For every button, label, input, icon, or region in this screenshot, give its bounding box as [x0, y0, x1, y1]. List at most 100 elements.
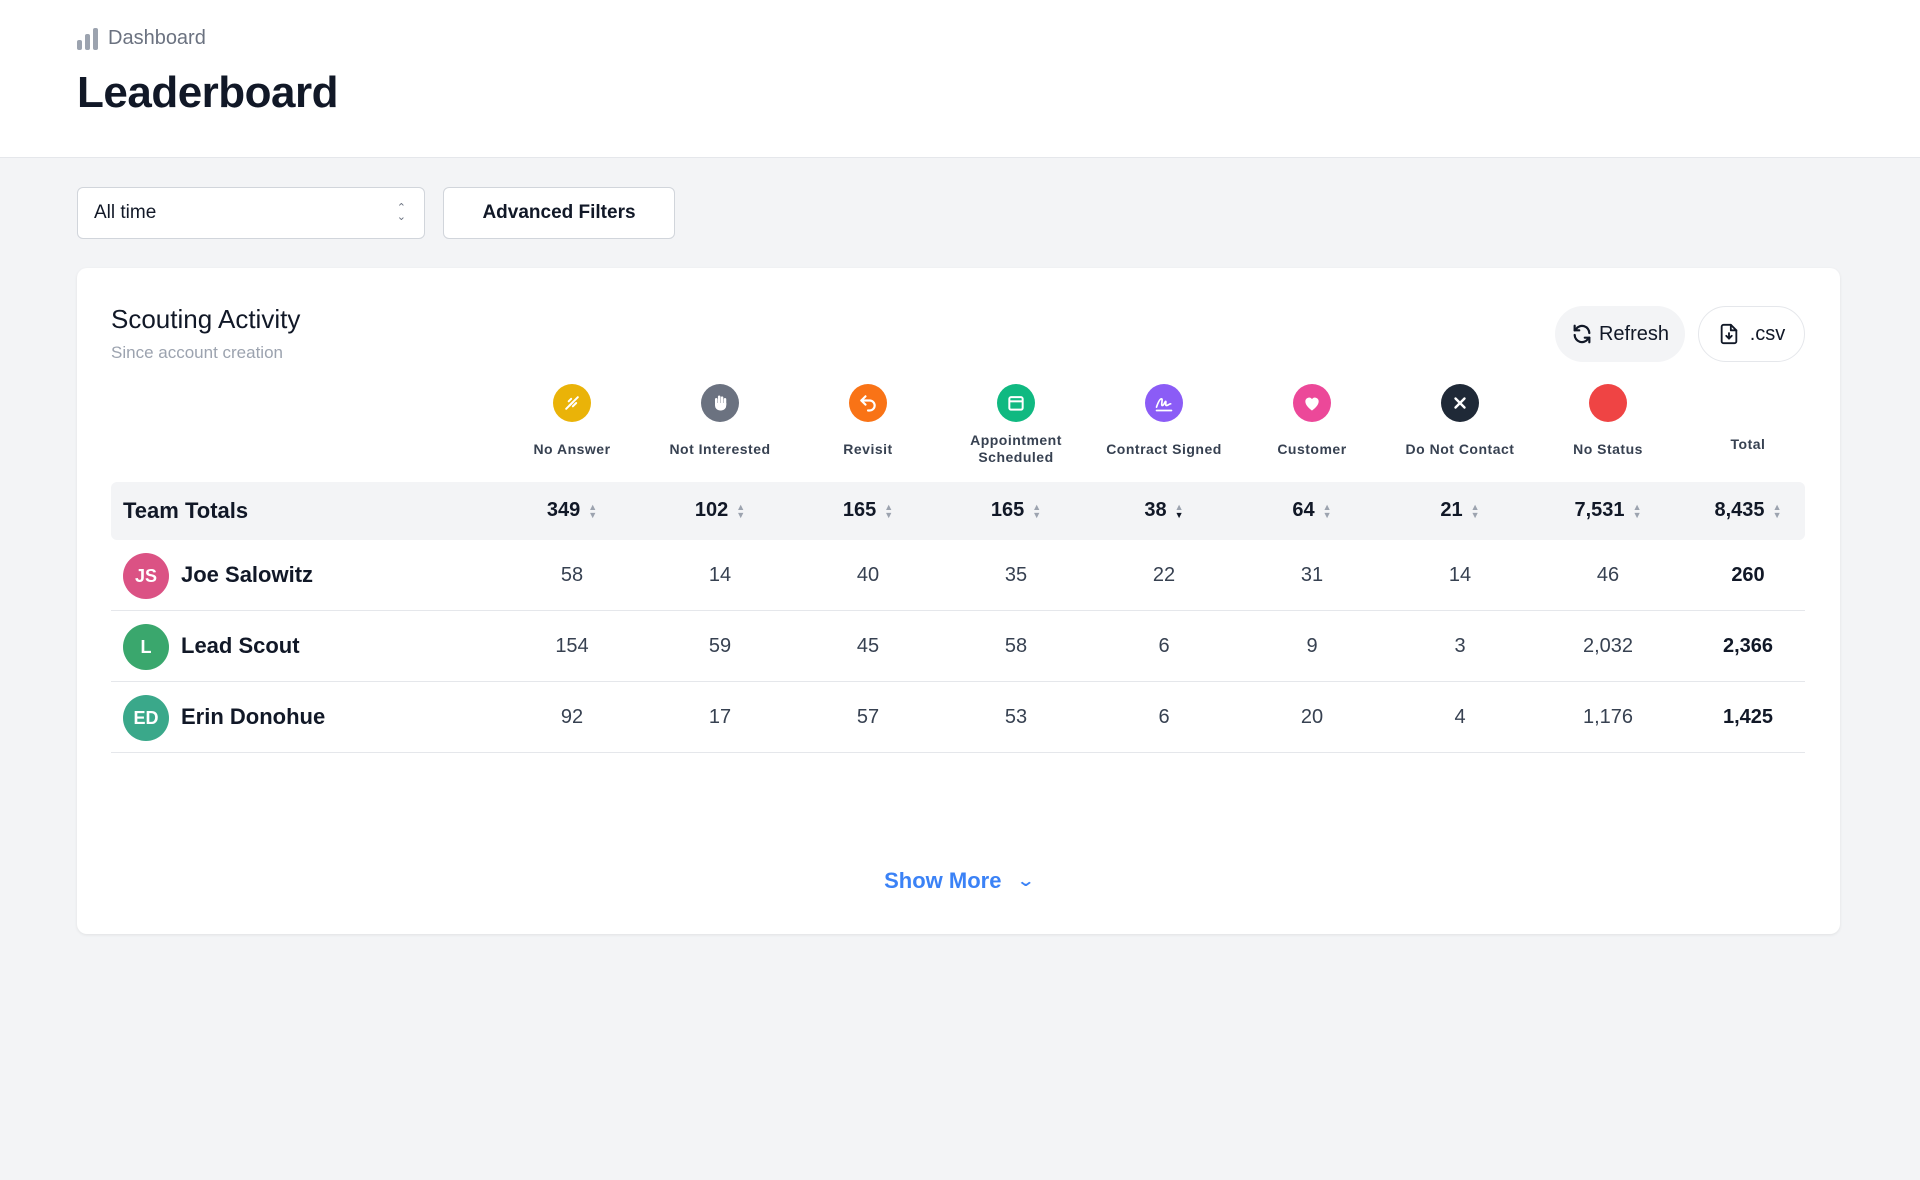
table-row[interactable]: JS Joe Salowitz 58 14 40 35 22 31 14 46 …	[111, 540, 1805, 611]
circle-icon	[1589, 384, 1627, 422]
table-cell: 58	[1004, 635, 1028, 657]
total-cell[interactable]: 165 ▲ ▼	[990, 499, 1042, 521]
table-row[interactable]: ED Erin Donohue 92 17 57 53 6 20 4 1,176…	[111, 682, 1805, 753]
column-label: Do Not Contact	[1405, 440, 1515, 457]
chevron-up-down-icon: ⌃ ⌄	[396, 202, 406, 223]
table-cell: 3	[1454, 635, 1466, 657]
column-label: No Answer	[533, 440, 611, 457]
table-cell: 31	[1300, 564, 1324, 586]
csv-label: .csv	[1749, 322, 1786, 345]
total-cell[interactable]: 21 ▲ ▼	[1440, 499, 1480, 521]
chevron-down-icon: ⌄	[1016, 873, 1036, 890]
column-label: Customer	[1277, 440, 1347, 457]
undo-arrow-icon	[849, 384, 887, 422]
table-cell: 58	[560, 564, 584, 586]
show-more-label: Show More	[884, 868, 1002, 893]
sort-icon: ▲ ▼	[1322, 501, 1332, 520]
row-name[interactable]: Joe Salowitz	[181, 562, 314, 587]
time-range-value: All time	[94, 202, 157, 223]
sort-icon: ▲ ▼	[736, 501, 746, 520]
column-contract-signed: Contract Signed	[1090, 384, 1238, 466]
table-row[interactable]: L Lead Scout 154 59 45 58 6 9 3 2,032 2,…	[111, 611, 1805, 682]
column-not-interested: Not Interested	[646, 384, 794, 466]
sort-icon: ▲ ▼	[884, 501, 894, 520]
advanced-filters-button[interactable]: Advanced Filters	[443, 187, 675, 239]
avatar: JS	[123, 553, 169, 599]
row-name[interactable]: Lead Scout	[181, 633, 300, 658]
refresh-button[interactable]: Refresh	[1555, 306, 1685, 362]
total-cell[interactable]: 349 ▲ ▼	[546, 499, 598, 521]
table-cell: 17	[708, 706, 732, 728]
total-cell[interactable]: 7,531 ▲ ▼	[1574, 499, 1642, 521]
file-download-icon	[1720, 323, 1737, 345]
export-csv-button[interactable]: .csv	[1698, 306, 1805, 362]
team-totals-label: Team Totals	[123, 498, 249, 523]
column-no-answer: No Answer	[498, 384, 646, 466]
table-cell: 45	[856, 635, 880, 657]
column-total: Total	[1730, 436, 1766, 452]
column-label: Appointment Scheduled	[970, 432, 1062, 465]
calendar-icon	[997, 384, 1035, 422]
sort-icon: ▲ ▼	[1632, 501, 1642, 520]
total-cell[interactable]: 102 ▲ ▼	[694, 499, 746, 521]
filter-bar: All time ⌃ ⌄ Advanced Filters	[77, 187, 675, 239]
column-label: Not Interested	[669, 440, 771, 457]
avatar: L	[123, 624, 169, 670]
column-customer: Customer	[1238, 384, 1386, 466]
column-revisit: Revisit	[794, 384, 942, 466]
table-cell: 14	[708, 564, 732, 586]
column-no-status: No Status	[1534, 384, 1682, 466]
x-icon	[1441, 384, 1479, 422]
sort-icon: ▲ ▼	[1174, 501, 1184, 520]
sort-icon: ▲ ▼	[1470, 501, 1480, 520]
column-appointment-scheduled: Appointment Scheduled	[942, 384, 1090, 466]
card-subtitle: Since account creation	[111, 343, 283, 362]
table-cell: 35	[1004, 564, 1028, 586]
table-cell: 14	[1448, 564, 1472, 586]
table-cell: 2,032	[1582, 635, 1634, 657]
breadcrumb[interactable]: Dashboard	[77, 27, 206, 50]
sort-icon: ▲ ▼	[588, 501, 598, 520]
table-cell: 22	[1152, 564, 1176, 586]
table-cell: 9	[1306, 635, 1318, 657]
sort-icon: ▲ ▼	[1772, 501, 1782, 520]
table-cell: 4	[1454, 706, 1466, 728]
signature-icon	[1145, 384, 1183, 422]
row-name[interactable]: Erin Donohue	[181, 704, 326, 729]
bar-chart-icon	[77, 27, 98, 50]
table-cell: 6	[1158, 706, 1170, 728]
table-cell: 92	[560, 706, 584, 728]
sort-icon: ▲ ▼	[1032, 501, 1042, 520]
refresh-label: Refresh	[1598, 322, 1670, 345]
page-title: Leaderboard	[77, 68, 339, 117]
table-cell: 40	[856, 564, 880, 586]
table-cell-total: 260	[1731, 564, 1765, 586]
breadcrumb-label[interactable]: Dashboard	[108, 27, 206, 49]
total-cell[interactable]: 64 ▲ ▼	[1292, 499, 1332, 521]
column-label: Revisit	[843, 440, 893, 457]
time-range-select[interactable]: All time ⌃ ⌄	[77, 187, 425, 239]
table-cell: 57	[856, 706, 880, 728]
table-cell: 1,176	[1582, 706, 1634, 728]
avatar: ED	[123, 695, 169, 741]
table-cell: 6	[1158, 635, 1170, 657]
table-cell: 20	[1300, 706, 1324, 728]
total-cell[interactable]: 8,435 ▲ ▼	[1714, 499, 1782, 521]
page-header: Dashboard Leaderboard	[0, 0, 1920, 158]
table-cell: 53	[1004, 706, 1028, 728]
heart-icon	[1293, 384, 1331, 422]
total-cell[interactable]: 38 ▲ ▼	[1144, 499, 1184, 521]
team-totals-row: Team Totals 349 ▲ ▼ 102 ▲ ▼ 165 ▲ ▼ 165 ▲ ▼ 38 ▲ ▼…	[111, 482, 1805, 540]
no-answer-icon	[553, 384, 591, 422]
total-cell[interactable]: 165 ▲ ▼	[842, 499, 894, 521]
table-cell: 154	[555, 635, 589, 657]
column-label: Contract Signed	[1106, 440, 1222, 457]
table-cell: 46	[1596, 564, 1620, 586]
table-cell-total: 2,366	[1722, 635, 1774, 657]
show-more-button[interactable]: Show More ⌄	[77, 868, 1840, 894]
refresh-icon	[1573, 324, 1591, 344]
table-cell: 59	[708, 635, 732, 657]
table-cell-total: 1,425	[1722, 706, 1774, 728]
hand-icon	[701, 384, 739, 422]
column-do-not-contact: Do Not Contact	[1386, 384, 1534, 466]
